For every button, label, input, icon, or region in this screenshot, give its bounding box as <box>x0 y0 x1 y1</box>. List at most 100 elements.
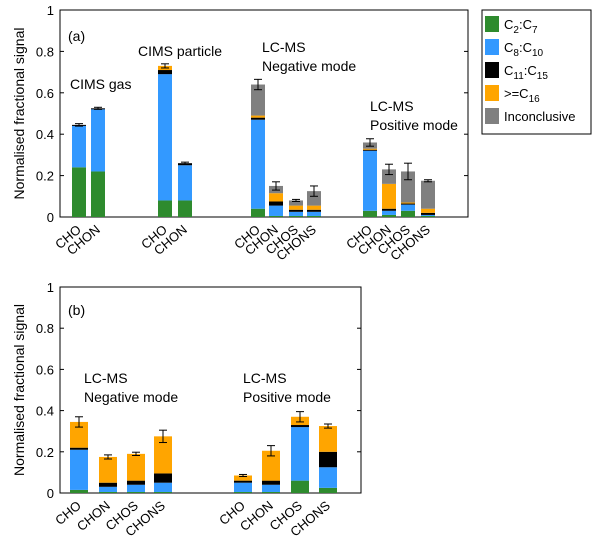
group-label: LC-MS Positive mode <box>243 370 331 405</box>
stacked-bar-cho <box>70 416 88 493</box>
legend-label-c8-c10: C8:C10 <box>504 40 544 59</box>
legend-label-inconclusive: Inconclusive <box>504 109 576 124</box>
bar-segment-c16-plus <box>401 202 415 204</box>
bar-segment-c8-c10 <box>127 484 145 492</box>
bar-segment-c11-c15 <box>291 425 309 428</box>
group-label: LC-MS Positive mode <box>370 98 458 133</box>
legend-box <box>481 9 592 135</box>
bar-segment-c2-c7 <box>178 200 192 217</box>
bar-segment-c11-c15 <box>70 447 88 450</box>
bar-segment-c16-plus <box>382 183 396 209</box>
bar-segment-c11-c15 <box>421 212 435 215</box>
panel-b-group-labels: LC-MS Negative mode LC-MS Positive mode <box>84 370 331 405</box>
bar-segment-c8-c10 <box>154 482 172 492</box>
bar-segment-c8-c10 <box>70 449 88 490</box>
stacked-bar-chos <box>401 162 415 217</box>
bar-segment-c8-c10 <box>262 484 280 492</box>
bar-segment-c8-c10 <box>158 74 172 201</box>
legend-label-sep: :C <box>524 63 537 78</box>
bar-segment-c2-c7 <box>158 200 172 217</box>
stacked-bar-chon <box>91 106 105 217</box>
bar-segment-c11-c15 <box>127 480 145 485</box>
bar-segment-c16-plus <box>289 205 303 210</box>
y-tick-label: 0.2 <box>36 445 54 460</box>
y-tick-label: 0.4 <box>36 404 54 419</box>
stacked-bar-chons <box>319 423 337 493</box>
group-label: CIMS particle <box>138 43 222 59</box>
bar-segment-c2-c7 <box>251 208 265 217</box>
group-label-line: Positive mode <box>370 117 458 133</box>
panel-a-bars <box>72 63 435 217</box>
bar-segment-c2-c7 <box>363 210 377 217</box>
panel-a: 0 0.2 0.4 0.6 0.8 1 CIMS gas CIMS particle LC-M… <box>11 3 469 264</box>
bar-segment-c11-c15 <box>401 203 415 205</box>
panel-b-y-axis-label: Normalised fractional signal <box>11 304 27 476</box>
legend-label-main: C <box>504 40 513 55</box>
panel-b: 0 0.2 0.4 0.6 0.8 1 LC-MS Negative mode LC-MS Po… <box>11 280 362 539</box>
legend-swatch-c11-c15 <box>485 62 499 78</box>
bar-segment-c2-c7 <box>70 489 88 493</box>
legend-swatch-c8-c10 <box>485 39 499 55</box>
y-tick-label: 0.6 <box>36 86 54 101</box>
bar-segment-c8-c10 <box>269 205 283 216</box>
y-tick-label: 0.8 <box>36 321 54 336</box>
stacked-bar-chon <box>178 161 192 217</box>
bar-segment-c2-c7 <box>99 491 117 493</box>
group-label-line: Negative mode <box>84 389 178 405</box>
bar-segment-c16-plus <box>421 208 435 213</box>
bar-segment-c2-c7 <box>382 214 396 217</box>
group-label-line: LC-MS <box>243 370 287 386</box>
bar-segment-c16-plus <box>307 205 321 210</box>
bar-segment-c8-c10 <box>363 150 377 211</box>
bar-segment-c11-c15 <box>158 70 172 75</box>
bar-segment-inconclusive <box>382 169 396 184</box>
y-tick-label: 0.2 <box>36 169 54 184</box>
legend-label-main: C <box>504 63 513 78</box>
bar-segment-c8-c10 <box>421 214 435 216</box>
panel-a-y-axis-label: Normalised fractional signal <box>11 28 27 200</box>
bar-segment-c16-plus <box>234 475 252 481</box>
legend-label-sub: 7 <box>532 25 538 36</box>
legend-label-sub: 8 <box>513 48 519 59</box>
group-label-line: LC-MS <box>370 98 414 114</box>
legend-label-sub: 15 <box>537 71 549 82</box>
bar-segment-c2-c7 <box>291 480 309 493</box>
group-label: LC-MS Negative mode <box>84 370 178 405</box>
y-tick-label: 0.8 <box>36 44 54 59</box>
bar-segment-c2-c7 <box>262 491 280 493</box>
group-label: CIMS gas <box>70 76 131 92</box>
bar-segment-c11-c15 <box>319 451 337 468</box>
panel-b-bars <box>70 411 337 493</box>
bar-segment-c11-c15 <box>154 473 172 483</box>
group-label-line: LC-MS <box>262 39 306 55</box>
bar-segment-c8-c10 <box>91 109 105 172</box>
bar-segment-c8-c10 <box>291 427 309 481</box>
bar-segment-c16-plus <box>363 148 377 150</box>
y-tick-label: 1 <box>47 3 54 18</box>
group-label-line: LC-MS <box>84 370 128 386</box>
bar-segment-c11-c15 <box>234 480 252 483</box>
group-label-line: CIMS gas <box>70 76 131 92</box>
stacked-bar-chon <box>262 445 280 493</box>
bar-segment-c16-plus <box>127 453 145 481</box>
legend-label-sub: 2 <box>513 25 519 36</box>
stacked-bar-chons <box>307 185 321 217</box>
group-label-line: CIMS particle <box>138 43 222 59</box>
bar-segment-c16-plus <box>269 193 283 202</box>
panel-a-tag: (a) <box>68 28 85 44</box>
bar-segment-c16-plus <box>99 456 117 483</box>
bar-segment-c11-c15 <box>289 209 303 212</box>
legend-label-main: C <box>504 17 513 32</box>
legend-label-main: Inconclusive <box>504 109 576 124</box>
bar-segment-c2-c7 <box>307 215 321 217</box>
bar-segment-c16-plus <box>70 421 88 448</box>
stacked-bar-chos <box>289 198 303 217</box>
bar-segment-c8-c10 <box>319 467 337 488</box>
bar-segment-c8-c10 <box>99 486 117 492</box>
group-label-line: Positive mode <box>243 389 331 405</box>
y-tick-label: 0.4 <box>36 127 54 142</box>
bar-segment-inconclusive <box>421 180 435 209</box>
panel-b-tag: (b) <box>68 302 85 318</box>
